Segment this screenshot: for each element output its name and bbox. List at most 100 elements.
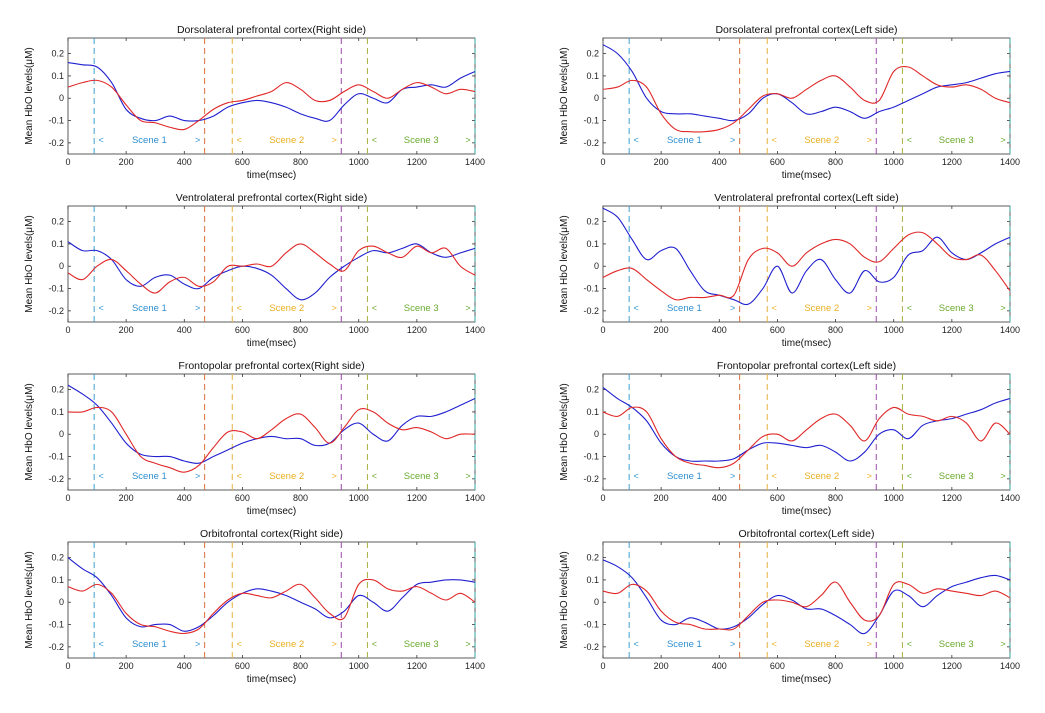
scene-end-arrow: > xyxy=(867,135,872,145)
x-tick-label: 200 xyxy=(654,661,669,671)
x-tick-label: 1200 xyxy=(942,325,962,335)
x-tick-label: 1200 xyxy=(407,157,427,167)
y-axis-label: Mean HbO levels(μM) xyxy=(559,47,570,144)
x-axis-label: time(msec) xyxy=(782,170,831,181)
y-tick-label: -0.2 xyxy=(48,642,64,652)
scene-start-arrow: < xyxy=(372,471,377,481)
y-tick-label: -0.2 xyxy=(583,306,599,316)
y-tick-label: 0.1 xyxy=(51,575,64,585)
scene-label: Scene 1 xyxy=(132,303,167,314)
scene-end-arrow: > xyxy=(1000,471,1005,481)
x-tick-label: 1400 xyxy=(1000,493,1020,503)
y-tick-label: 0.1 xyxy=(51,71,64,81)
chart-title: Orbitofrontal cortex(Left side) xyxy=(739,528,875,540)
y-tick-label: -0.2 xyxy=(48,138,64,148)
x-tick-label: 1200 xyxy=(942,661,962,671)
scene-end-arrow: > xyxy=(867,639,872,649)
scene-end-arrow: > xyxy=(195,303,200,313)
scene-start-arrow: < xyxy=(772,471,777,481)
x-tick-label: 600 xyxy=(770,157,785,167)
y-tick-label: 0.1 xyxy=(51,239,64,249)
y-tick-label: 0.1 xyxy=(586,407,599,417)
series-line-red xyxy=(602,581,1011,631)
x-tick-label: 1200 xyxy=(407,325,427,335)
scene-label: Scene 1 xyxy=(667,471,702,482)
scene-end-arrow: > xyxy=(1000,639,1005,649)
x-axis-label: time(msec) xyxy=(247,674,296,685)
x-tick-label: 1000 xyxy=(884,157,904,167)
plot-area xyxy=(602,37,1011,155)
scene-start-arrow: < xyxy=(772,135,777,145)
series-line-red xyxy=(67,406,476,473)
x-tick-label: 200 xyxy=(119,157,134,167)
x-tick-label: 800 xyxy=(293,157,308,167)
scene-label: Scene 2 xyxy=(804,303,839,314)
plot-area xyxy=(602,205,1011,323)
x-tick-label: 0 xyxy=(65,661,70,671)
x-tick-label: 800 xyxy=(828,325,843,335)
scene-start-arrow: < xyxy=(99,303,104,313)
x-tick-label: 200 xyxy=(119,493,134,503)
scene-end-arrow: > xyxy=(195,135,200,145)
scene-end-arrow: > xyxy=(465,303,470,313)
x-tick-label: 800 xyxy=(828,493,843,503)
chart-title: Ventrolateral prefrontal cortex(Left sid… xyxy=(714,192,898,204)
scene-label: Scene 2 xyxy=(804,135,839,146)
scene-end-arrow: > xyxy=(332,471,337,481)
scene-label: Scene 3 xyxy=(404,639,439,650)
y-tick-label: 0 xyxy=(594,597,599,607)
x-tick-label: 800 xyxy=(293,493,308,503)
x-axis-label: time(msec) xyxy=(247,338,296,349)
y-tick-label: -0.1 xyxy=(48,116,64,126)
scene-label: Scene 2 xyxy=(269,303,304,314)
y-tick-label: 0.1 xyxy=(586,575,599,585)
series-line-blue xyxy=(67,241,476,301)
y-tick-label: -0.2 xyxy=(583,138,599,148)
chart-panel: Dorsolateral prefrontal cortex(Right sid… xyxy=(24,24,485,181)
series-line-red xyxy=(602,231,1011,301)
scene-start-arrow: < xyxy=(237,303,242,313)
series-line-red xyxy=(67,243,476,294)
y-tick-label: -0.1 xyxy=(48,284,64,294)
x-tick-label: 1400 xyxy=(465,157,485,167)
y-axis-label: Mean HbO levels(μM) xyxy=(24,383,35,480)
scene-label: Scene 3 xyxy=(939,471,974,482)
series-line-blue xyxy=(602,207,1011,306)
x-tick-label: 0 xyxy=(65,493,70,503)
x-tick-label: 400 xyxy=(712,661,727,671)
chart-panel: Ventrolateral prefrontal cortex(Right si… xyxy=(24,192,485,349)
y-axis-label: Mean HbO levels(μM) xyxy=(24,215,35,312)
y-tick-label: -0.2 xyxy=(583,474,599,484)
x-tick-label: 600 xyxy=(235,157,250,167)
y-axis-label: Mean HbO levels(μM) xyxy=(24,551,35,648)
scene-label: Scene 1 xyxy=(667,135,702,146)
chart-title: Dorsolateral prefrontal cortex(Left side… xyxy=(715,24,897,36)
y-axis-label: Mean HbO levels(μM) xyxy=(559,215,570,312)
x-tick-label: 600 xyxy=(770,325,785,335)
x-tick-label: 200 xyxy=(654,157,669,167)
x-tick-label: 1000 xyxy=(884,493,904,503)
scene-start-arrow: < xyxy=(237,639,242,649)
y-tick-label: 0 xyxy=(59,261,64,271)
scene-label: Scene 3 xyxy=(939,639,974,650)
scene-start-arrow: < xyxy=(634,639,639,649)
plot-area xyxy=(67,373,476,491)
x-tick-label: 400 xyxy=(712,157,727,167)
x-tick-label: 1000 xyxy=(884,325,904,335)
scene-end-arrow: > xyxy=(1000,135,1005,145)
y-tick-label: 0 xyxy=(59,597,64,607)
x-tick-label: 200 xyxy=(654,493,669,503)
scene-end-arrow: > xyxy=(730,135,735,145)
scene-start-arrow: < xyxy=(372,639,377,649)
scene-start-arrow: < xyxy=(907,471,912,481)
y-tick-label: 0 xyxy=(594,261,599,271)
chart-panel: Dorsolateral prefrontal cortex(Left side… xyxy=(559,24,1020,181)
scene-end-arrow: > xyxy=(730,639,735,649)
y-tick-label: 0.2 xyxy=(586,49,599,59)
scene-start-arrow: < xyxy=(372,135,377,145)
y-tick-label: 0.2 xyxy=(586,217,599,227)
y-axis-label: Mean HbO levels(μM) xyxy=(24,47,35,144)
x-tick-label: 1400 xyxy=(1000,157,1020,167)
scene-start-arrow: < xyxy=(634,135,639,145)
scene-end-arrow: > xyxy=(867,303,872,313)
